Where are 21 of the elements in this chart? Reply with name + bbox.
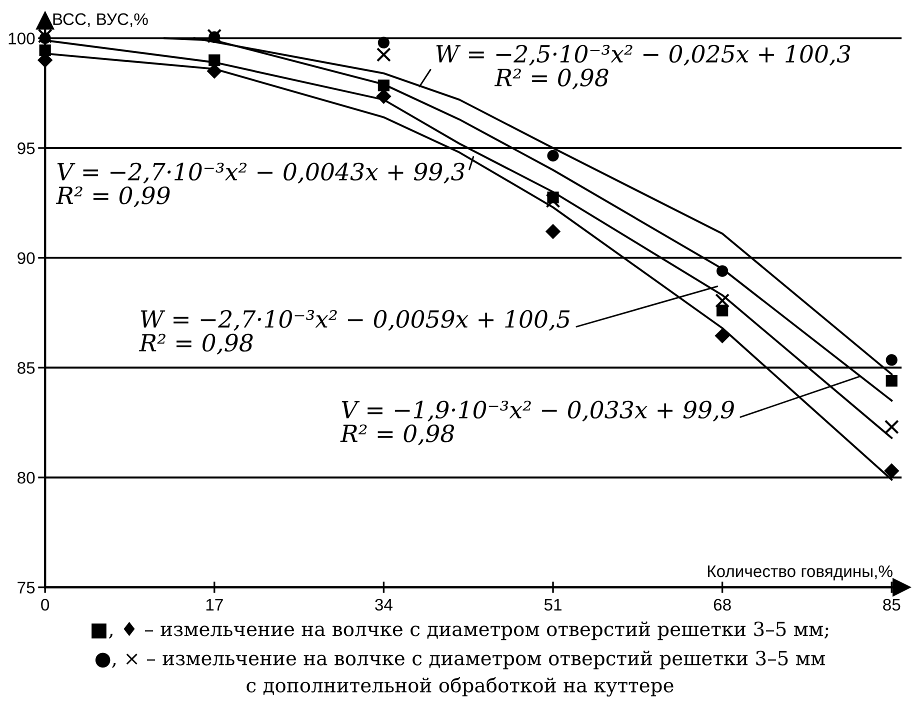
y-tick-label: 85 bbox=[18, 362, 35, 374]
text: ■, ♦ – измельчение на волчке с диаметром отверстий решетки 3–5 мм; bbox=[92, 621, 828, 640]
x-tick-label: 85 bbox=[883, 598, 900, 611]
y-axis-title: ВСС, ВУС,% bbox=[53, 13, 148, 28]
y-tick-label: 100 bbox=[8, 32, 35, 44]
annotation: V = −2,7·10⁻³x² − 0,0043x + 99,3 R² = 0,99 bbox=[56, 162, 464, 208]
y-tick-label: 95 bbox=[18, 142, 35, 154]
text: с дополнительной обработкой на куттере bbox=[246, 677, 674, 697]
x-tick-label: 34 bbox=[375, 598, 392, 611]
y-tick-label: 80 bbox=[18, 472, 35, 484]
x-axis-title: Количество говядины,% bbox=[708, 565, 892, 580]
y-tick-label: 75 bbox=[18, 582, 35, 594]
x-tick-label: 68 bbox=[714, 598, 731, 611]
y-tick-label: 90 bbox=[18, 252, 35, 264]
annotation: W = −2,5·10⁻³x² − 0,025x + 100,3 R² = 0,98 bbox=[436, 44, 850, 90]
text: ●, × – измельчение на волчке с диаметром отверстий решетки 3–5 мм bbox=[95, 650, 825, 670]
annotation: V = −1,9·10⁻³x² − 0,033x + 99,9 R² = 0,98 bbox=[340, 400, 734, 446]
annotation: W = −2,7·10⁻³x² − 0,0059x + 100,5 R² = 0,98 bbox=[138, 310, 570, 355]
x-tick-label: 0 bbox=[41, 598, 50, 611]
x-tick-label: 17 bbox=[206, 599, 223, 610]
x-tick-label: 51 bbox=[544, 599, 562, 611]
